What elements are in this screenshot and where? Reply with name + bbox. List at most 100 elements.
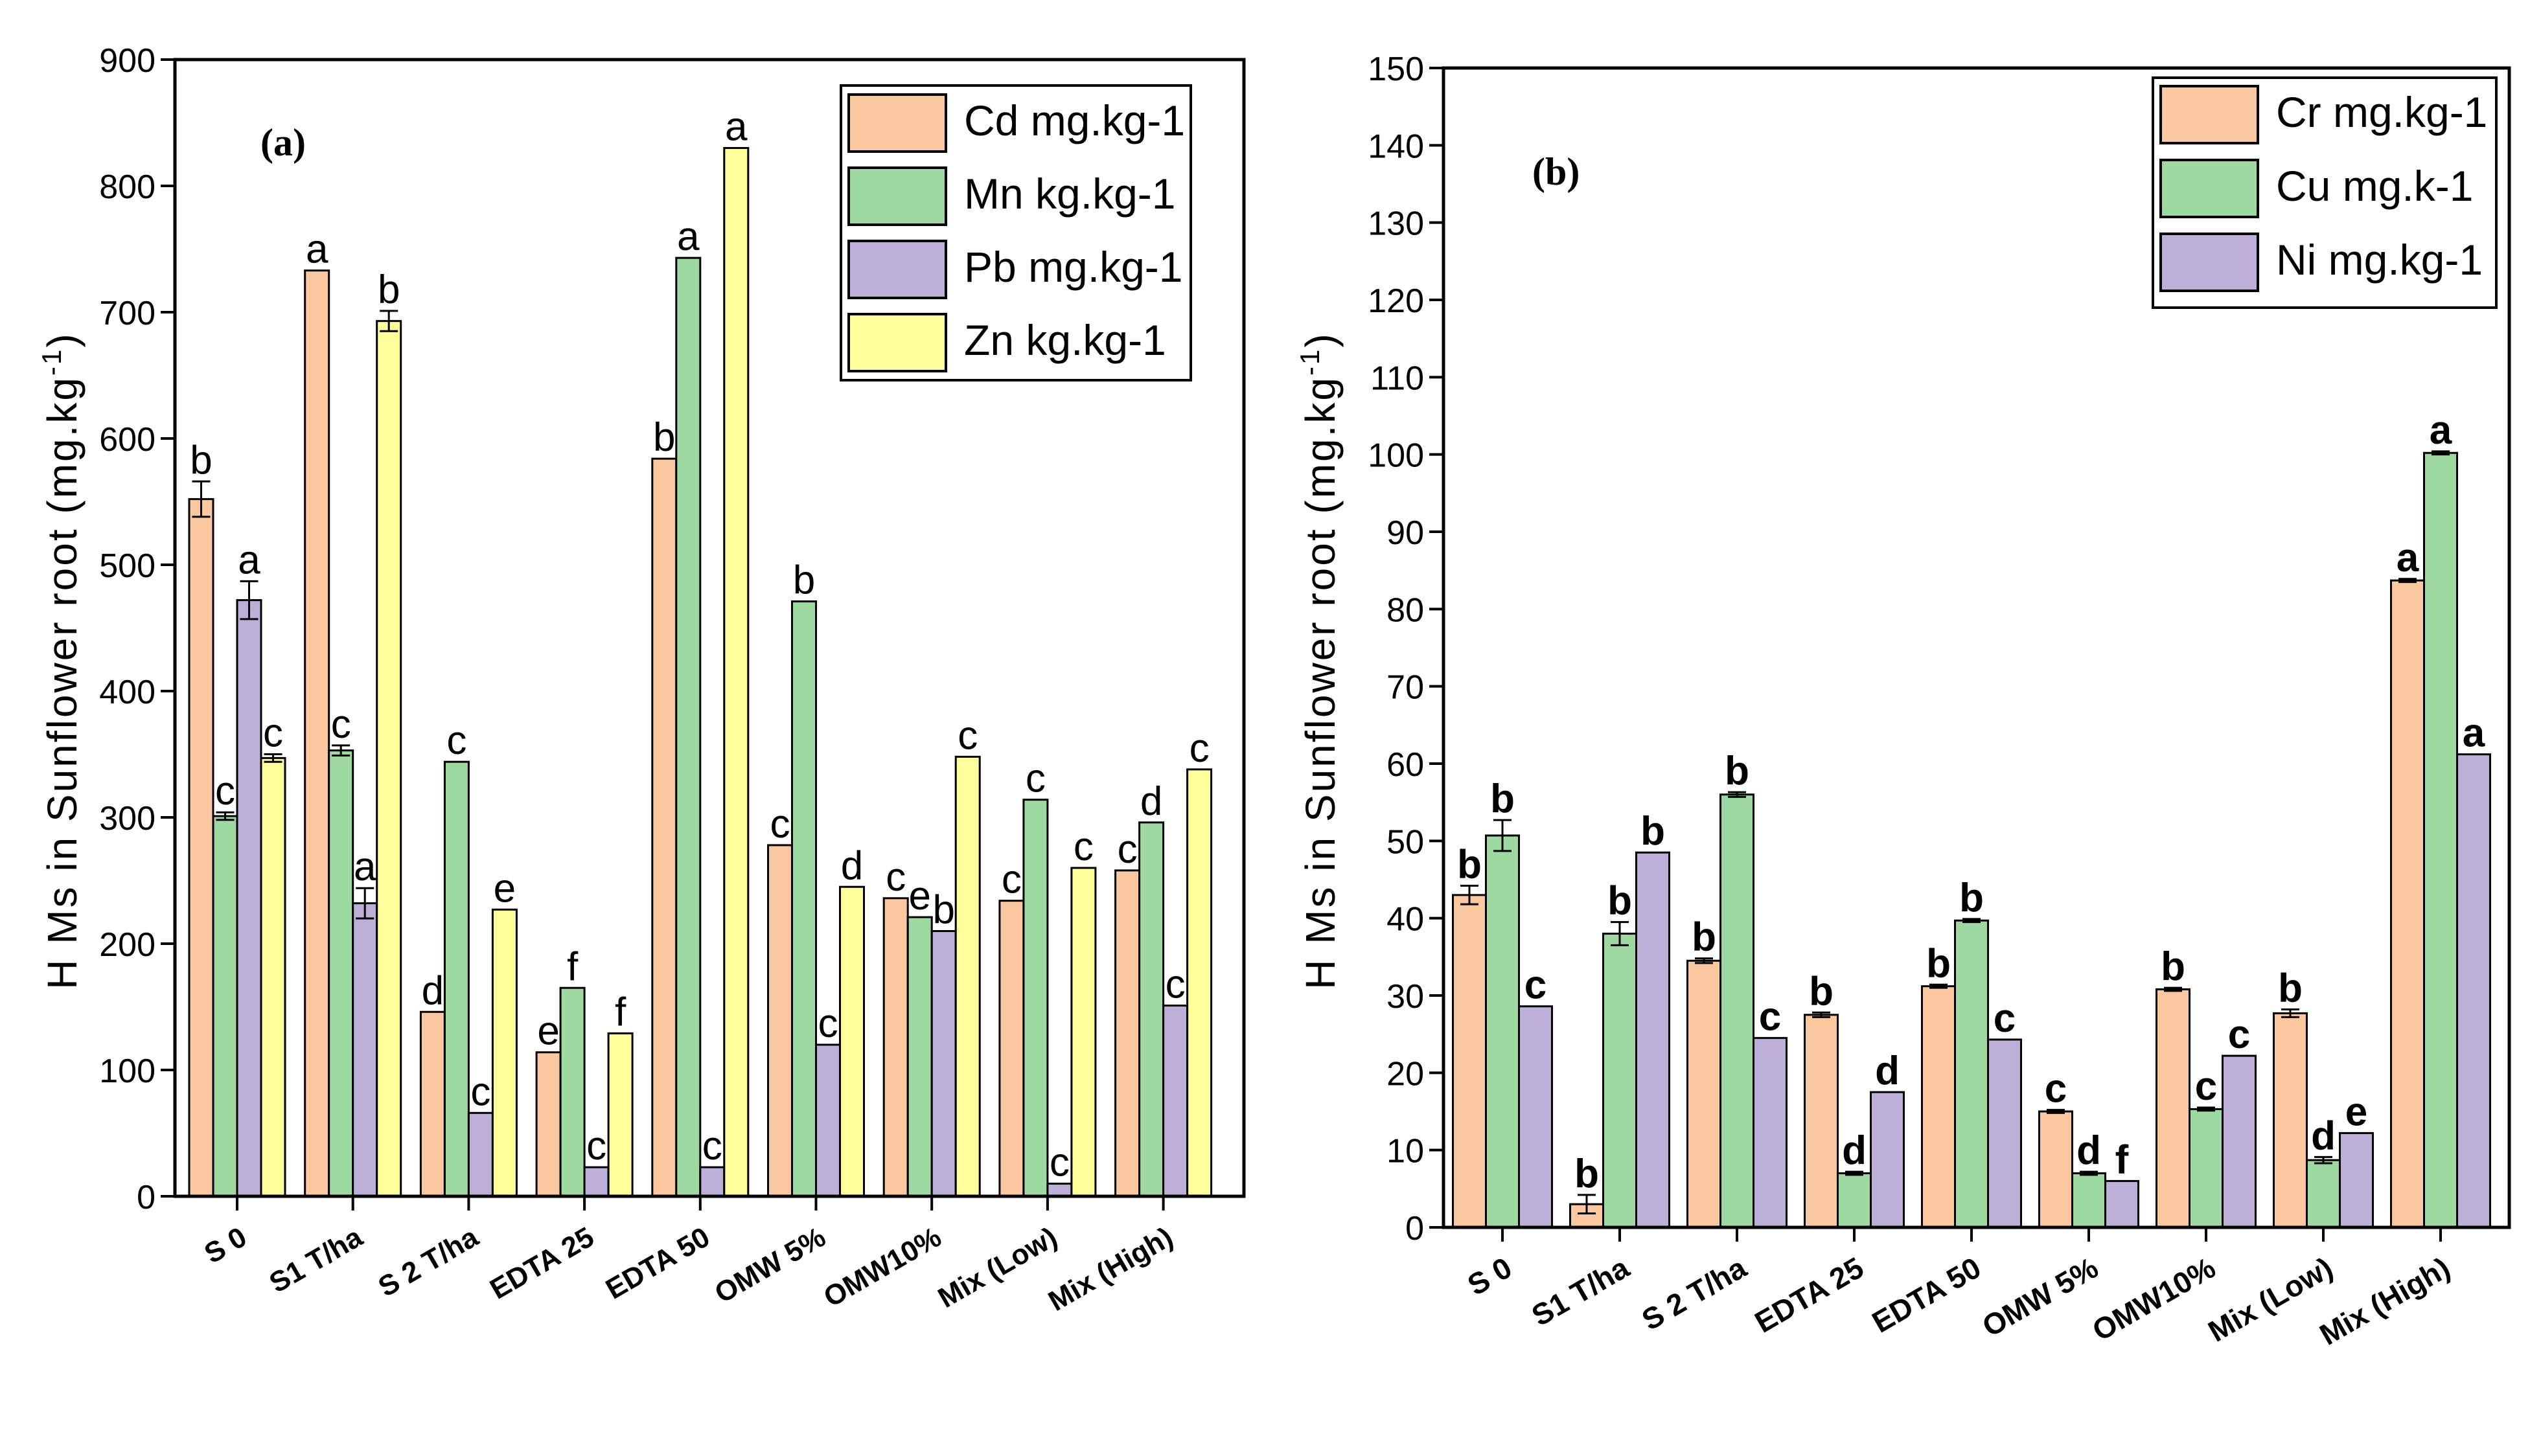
- significance-letter: f: [615, 990, 627, 1034]
- significance-letter: d: [1842, 1128, 1867, 1173]
- significance-letter: b: [932, 888, 954, 933]
- significance-letter: e: [494, 866, 516, 911]
- bar: [376, 320, 402, 1198]
- significance-letter: a: [238, 538, 260, 582]
- y-axis-label-close: ): [1297, 332, 1344, 347]
- significance-letter: c: [1002, 858, 1022, 902]
- bar: [1186, 768, 1213, 1198]
- significance-letter: b: [1809, 969, 1834, 1014]
- x-tick-label: OMW 5%: [1977, 1251, 2104, 1343]
- bar: [1837, 1172, 1872, 1229]
- bar: [260, 756, 286, 1198]
- significance-letter: b: [2278, 966, 2303, 1010]
- significance-letter: b: [1640, 809, 1665, 854]
- bar: [1804, 1014, 1839, 1229]
- significance-letter: c: [1994, 996, 2016, 1041]
- x-tick-label: EDTA 25: [1749, 1251, 1869, 1339]
- significance-letter: c: [215, 769, 235, 813]
- error-bar-group: [1460, 450, 2450, 1215]
- legend-label: Cu mg.k-1: [2276, 162, 2473, 210]
- y-tick-label: 150: [1368, 51, 1424, 88]
- y-tick-label: 0: [1405, 1210, 1424, 1247]
- significance-letter: a: [2463, 711, 2485, 756]
- bar: [2189, 1108, 2224, 1229]
- bar: [723, 147, 750, 1198]
- y-tick-label: 400: [99, 674, 155, 711]
- significance-letter: c: [702, 1124, 722, 1168]
- bar: [2104, 1179, 2139, 1229]
- bar: [467, 1111, 494, 1198]
- bar: [304, 269, 330, 1198]
- significance-letter: e: [2345, 1089, 2367, 1134]
- bar: [1602, 933, 1637, 1229]
- bar: [2038, 1110, 2073, 1229]
- bar: [1162, 1005, 1189, 1198]
- legend-label: Ni mg.kg-1: [2276, 236, 2483, 284]
- significance-letter: b: [793, 558, 815, 603]
- bar: [1114, 869, 1141, 1198]
- x-tick-label: Mix (High): [2314, 1251, 2455, 1352]
- significance-letter: a: [2397, 536, 2419, 580]
- y-tick-label: 40: [1386, 901, 1424, 938]
- x-tick-label: OMW10%: [2086, 1251, 2221, 1348]
- bar: [2390, 579, 2425, 1229]
- bar: [1921, 985, 1956, 1229]
- y-tick-label: 70: [1386, 669, 1424, 707]
- significance-letter: c: [2228, 1012, 2250, 1057]
- y-axis: 0 10 20 30 40 50 60 70 80 90 100 110 120 130 140 150: [1368, 51, 1443, 1247]
- bar: [699, 1166, 726, 1198]
- bar: [2156, 988, 2190, 1229]
- bar: [651, 457, 678, 1198]
- bar: [675, 256, 702, 1198]
- y-tick-label: 700: [99, 295, 155, 332]
- y-tick-label: 0: [137, 1179, 155, 1216]
- significance-letter: a: [354, 845, 376, 889]
- significance-letter: b: [1926, 941, 1951, 986]
- significance-letter: a: [677, 214, 700, 259]
- significance-letter: c: [1026, 756, 1046, 801]
- x-tick-label: Mix (High): [1043, 1221, 1179, 1317]
- bar: [1138, 821, 1165, 1198]
- significance-letter: c: [818, 1001, 838, 1046]
- bar: [1046, 1183, 1073, 1198]
- y-tick-label: 200: [99, 926, 155, 964]
- y-tick-label: 100: [99, 1052, 155, 1090]
- x-tick-label: Mix (Low): [933, 1221, 1063, 1314]
- y-axis: 0 100 200 300 400 500 600 700 800 900: [99, 42, 175, 1216]
- bar: [2071, 1172, 2106, 1229]
- significance-letter: b: [1692, 915, 1716, 960]
- significance-letter: c: [586, 1124, 606, 1168]
- significance-letter: c: [263, 711, 283, 756]
- panel-label: (a): [260, 121, 306, 164]
- x-tick-label: EDTA 50: [601, 1221, 715, 1305]
- bar-group: [1452, 451, 2491, 1229]
- significance-letter: f: [2115, 1137, 2129, 1182]
- significance-letter: b: [190, 438, 212, 483]
- significance-letter: b: [1959, 876, 1984, 920]
- error-bar-group: [192, 310, 398, 920]
- x-tick-label: S 0: [1462, 1251, 1517, 1302]
- y-tick-label: 900: [99, 42, 155, 80]
- significance-letter: b: [378, 267, 400, 312]
- legend-label: Mn kg.kg-1: [964, 170, 1175, 218]
- bar: [1753, 1037, 1788, 1229]
- bar: [1518, 1005, 1553, 1229]
- bar: [1987, 1038, 2022, 1229]
- significance-letter: c: [2045, 1067, 2067, 1111]
- x-tick-label: EDTA 50: [1867, 1251, 1986, 1339]
- legend-label: Zn kg.kg-1: [964, 316, 1166, 364]
- y-axis-label-main: H Ms in Sunflower root (mg.kg: [1297, 376, 1344, 990]
- y-axis-label: H Ms in Sunflower root (mg.kg-1): [36, 332, 86, 989]
- x-tick-label: EDTA 25: [485, 1221, 599, 1305]
- significance-letter: c: [1759, 995, 1781, 1040]
- significance-letter: d: [1875, 1049, 1900, 1093]
- significance-letter: c: [770, 802, 790, 847]
- y-axis-label-main: H Ms in Sunflower root (mg.kg: [39, 376, 86, 990]
- significance-letter: c: [331, 702, 351, 747]
- y-axis-label-exponent: -1: [36, 348, 67, 376]
- panel-label: (b): [1532, 150, 1580, 193]
